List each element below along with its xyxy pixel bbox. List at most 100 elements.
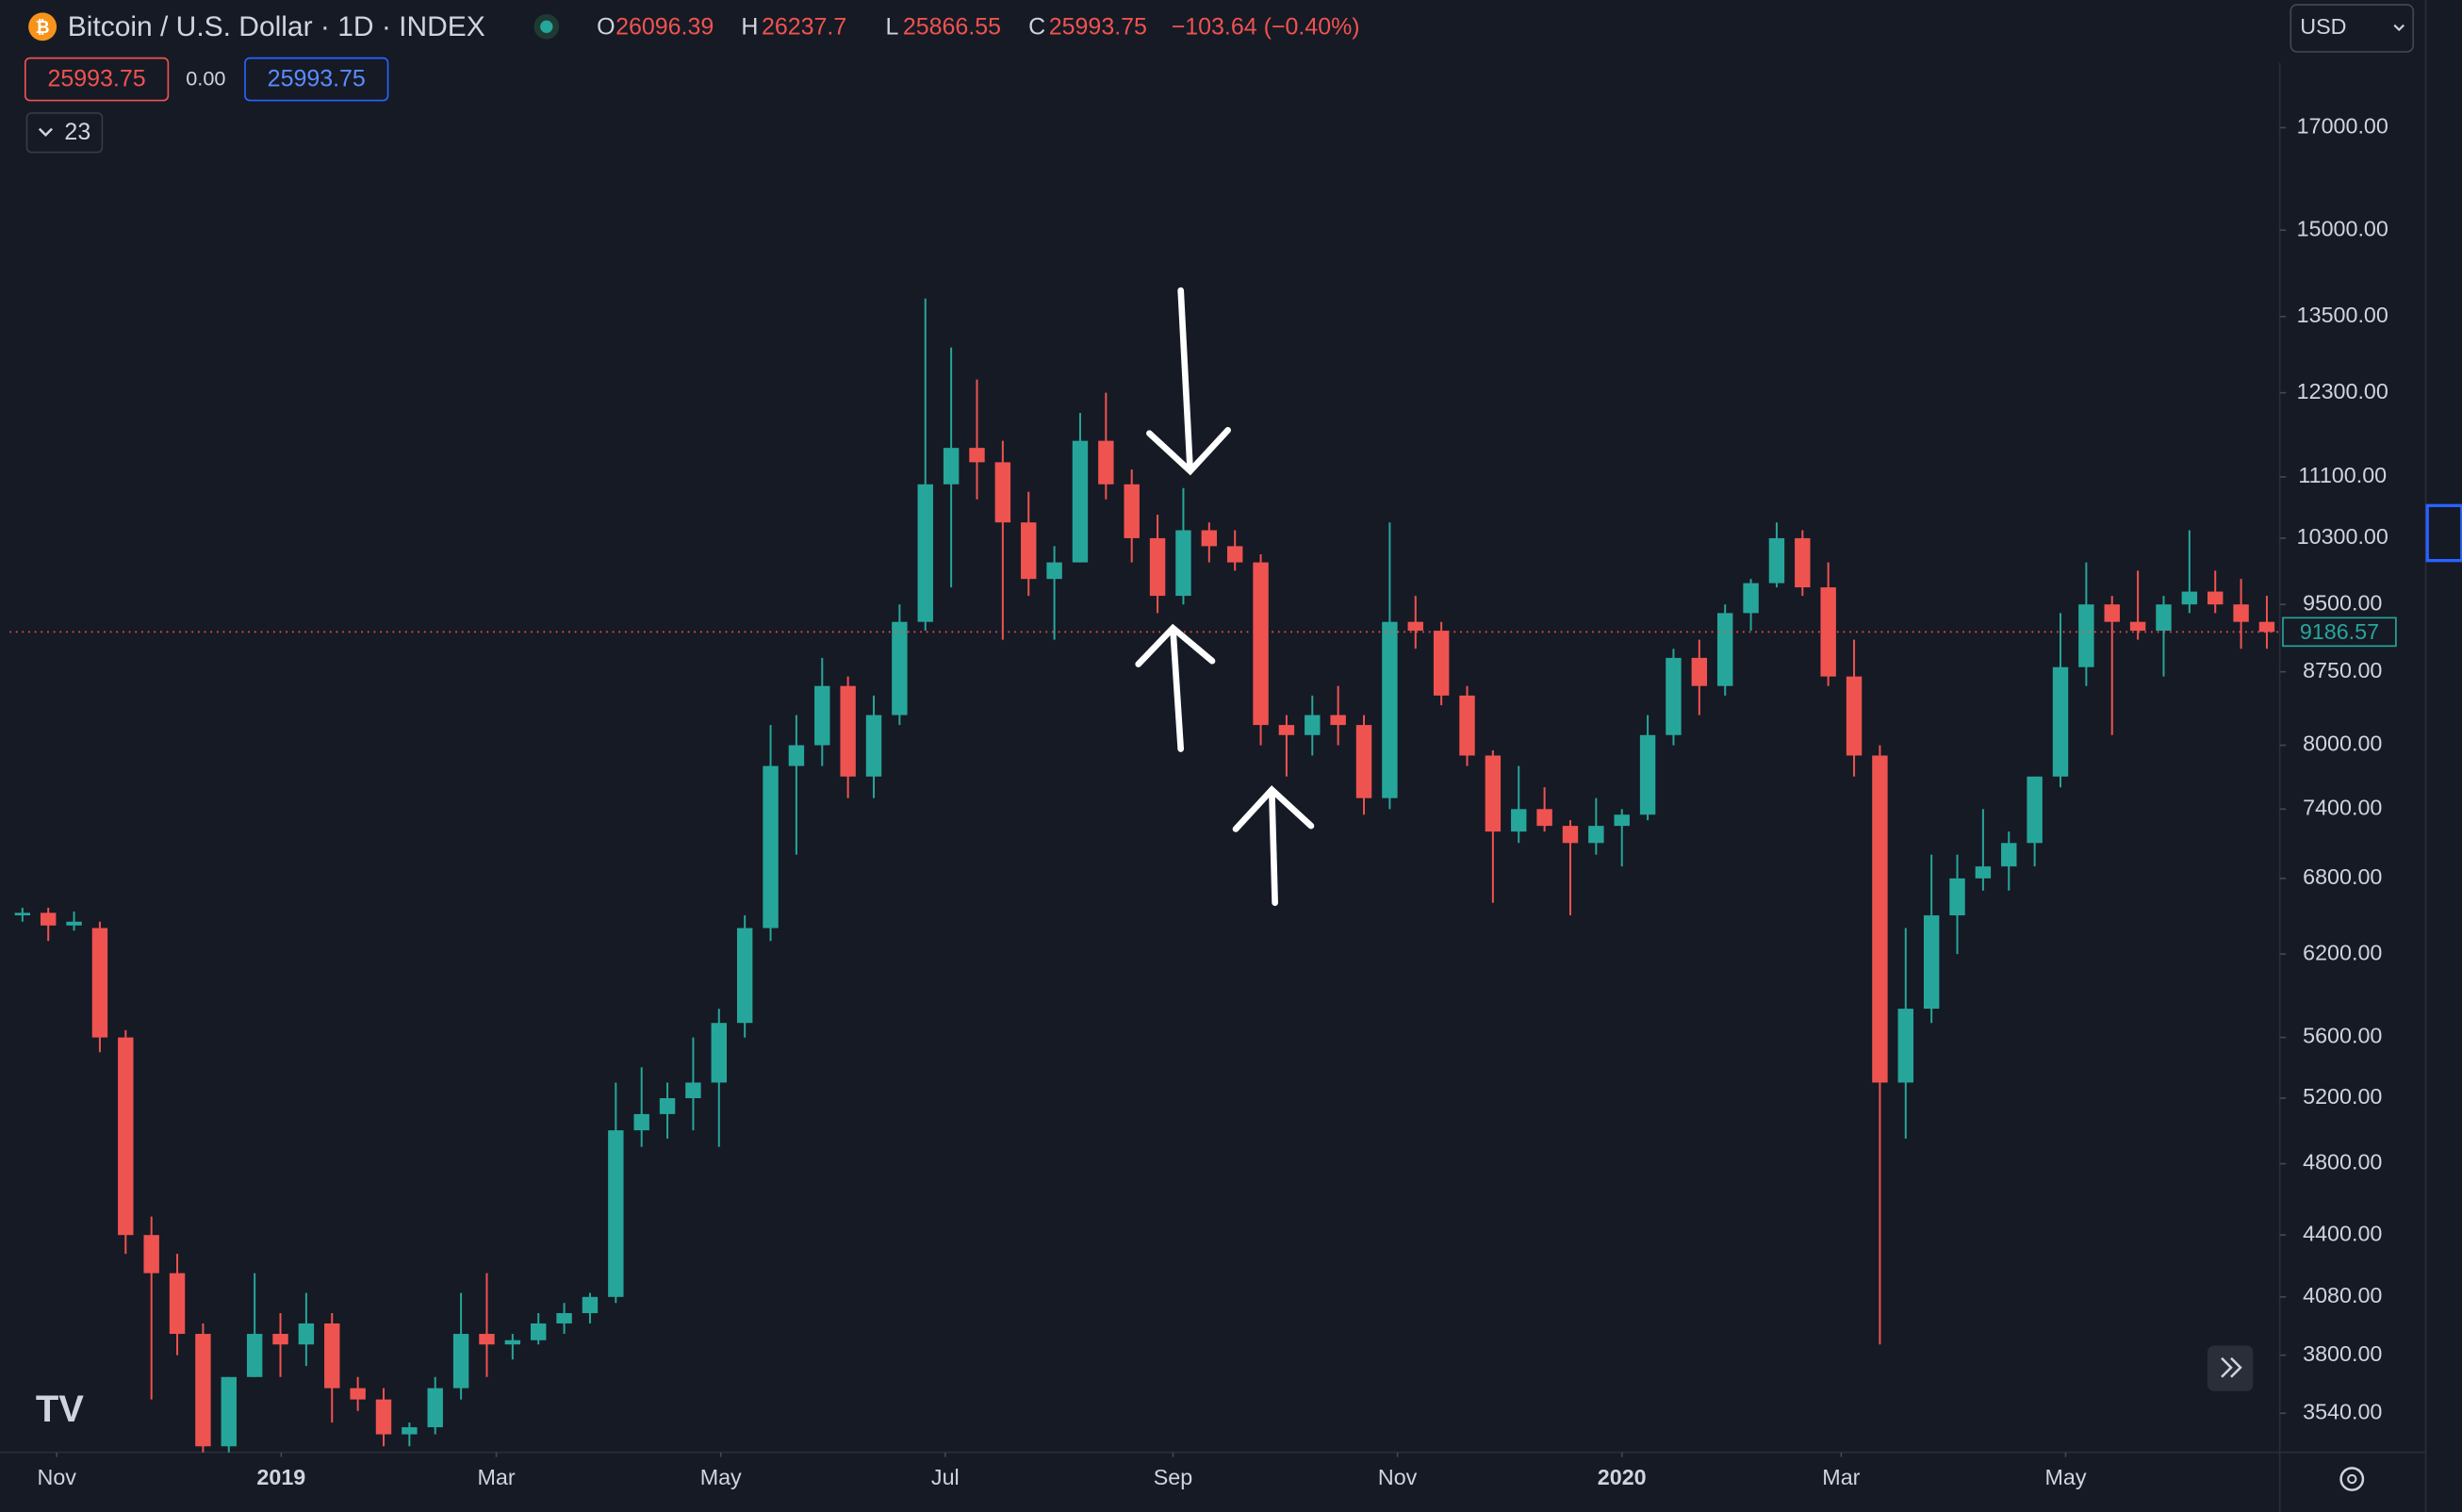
currency-label: USD — [2300, 14, 2346, 39]
arrow-up — [1135, 623, 1216, 752]
candle-body — [1382, 621, 1398, 798]
candle-body — [840, 685, 856, 777]
candle-body — [91, 928, 108, 1038]
candle-body — [2258, 621, 2275, 633]
y-tick-label: 6800.00 — [2303, 864, 2382, 889]
candle-body — [582, 1296, 599, 1314]
candle-body — [1485, 755, 1502, 832]
candle-body — [1691, 657, 1708, 686]
candle-body — [1795, 537, 1811, 588]
candle-body — [40, 912, 57, 926]
indicators-toggle[interactable] — [25, 112, 104, 154]
symbol-icon-glyph: ₿ — [36, 17, 50, 37]
y-tick-label: 13500.00 — [2297, 303, 2388, 327]
candle-body — [736, 928, 753, 1024]
sell-button[interactable] — [24, 57, 170, 102]
symbol-title[interactable]: Bitcoin / U.S. Dollar · 1D · INDEX — [68, 11, 485, 42]
x-tick-label: Nov — [38, 1465, 77, 1489]
symbol-icon — [28, 12, 57, 41]
candle-body — [1536, 809, 1552, 827]
indicators-count: 23 — [64, 119, 90, 145]
currency-select[interactable] — [2290, 4, 2415, 53]
tradingview-logo[interactable]: TV — [36, 1389, 84, 1430]
candle-body — [1743, 583, 1759, 614]
candle-body — [865, 715, 882, 777]
candle-body — [1666, 657, 1682, 735]
candle-body — [994, 462, 1011, 523]
candle-body — [1072, 440, 1089, 563]
close-label: C — [1028, 14, 1045, 41]
candle-body — [2233, 604, 2249, 622]
last-price-tag — [2282, 616, 2397, 648]
candle-body — [1355, 725, 1372, 798]
y-tick-label: 9500.00 — [2303, 590, 2382, 615]
y-tick-label: 5600.00 — [2303, 1024, 2382, 1048]
candle-body — [2156, 604, 2172, 632]
y-tick-label: 8750.00 — [2303, 658, 2382, 682]
x-tick-label: 2020 — [1598, 1465, 1647, 1489]
buy-price: 25993.75 — [268, 66, 366, 92]
candle-body — [2181, 591, 2198, 605]
candle-body — [143, 1235, 159, 1274]
candle-body — [1975, 866, 1992, 879]
candle-body — [427, 1388, 443, 1428]
candle-body — [531, 1323, 547, 1340]
settings-icon — [2347, 1473, 2357, 1485]
settings-button[interactable] — [2339, 1467, 2365, 1491]
low-label: L — [886, 14, 899, 41]
candle-body — [1201, 530, 1218, 547]
candle-body — [1588, 826, 1604, 844]
candle-body — [2027, 776, 2043, 844]
candle-body — [1330, 715, 1346, 726]
candle-body — [1768, 537, 1785, 583]
open-value: 26096.39 — [616, 14, 714, 41]
y-tick-label: 4800.00 — [2303, 1150, 2382, 1175]
candle-body — [402, 1427, 418, 1435]
candle-body — [917, 484, 933, 622]
candle-body — [892, 621, 908, 715]
candle-body — [659, 1097, 676, 1114]
sell-price: 25993.75 — [48, 66, 146, 92]
open-label: O — [597, 14, 615, 41]
candle-body — [2208, 591, 2224, 605]
x-tick-label: 2019 — [256, 1465, 305, 1489]
candle-body — [1098, 440, 1114, 485]
candle-body — [1459, 695, 1475, 756]
candle-body — [1949, 878, 1965, 916]
candle-body — [1278, 725, 1295, 735]
candle-body — [2052, 666, 2069, 777]
y-tick-label: 10300.00 — [2297, 524, 2388, 549]
candle-body — [1562, 826, 1579, 844]
candle-body — [1820, 587, 1836, 677]
candle-body — [169, 1273, 186, 1335]
candle-body — [118, 1037, 134, 1236]
market-status-dot — [540, 20, 553, 33]
x-tick-label: May — [2044, 1465, 2086, 1489]
candle-body — [14, 912, 31, 916]
last-price-label: 9186.57 — [2300, 619, 2379, 644]
x-tick-label: Mar — [478, 1465, 516, 1489]
candle-body — [969, 448, 985, 463]
candle-body — [943, 448, 960, 485]
candle-body — [298, 1323, 315, 1345]
candle-body — [479, 1334, 495, 1345]
candle-body — [504, 1339, 521, 1345]
high-value: 26237.7 — [762, 14, 846, 41]
candle-body — [375, 1399, 392, 1435]
candle-body — [2078, 604, 2094, 667]
arrow-down — [1146, 287, 1232, 476]
candle-body — [685, 1082, 701, 1098]
candle-body — [1639, 734, 1656, 815]
currency-chevron — [2393, 24, 2405, 32]
double-chevron-icon — [2221, 1356, 2242, 1378]
candle-body — [2104, 604, 2120, 622]
candle-body — [2129, 621, 2146, 632]
buy-button[interactable] — [244, 57, 389, 102]
y-tick-label: 17000.00 — [2297, 114, 2388, 139]
candle-body — [221, 1376, 237, 1447]
candle-body — [1511, 809, 1527, 832]
candle-body — [1149, 537, 1166, 597]
x-tick-label: Jul — [931, 1465, 960, 1489]
candle-body — [1897, 1009, 1913, 1083]
